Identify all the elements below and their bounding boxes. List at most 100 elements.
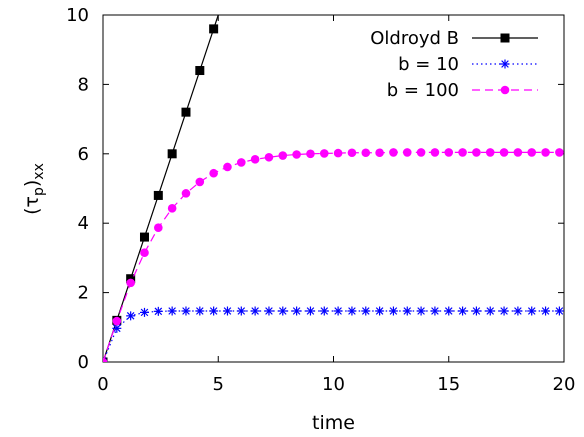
legend-swatch-marker [500,59,510,69]
data-point [195,177,205,187]
asterisk-stroke [514,307,522,315]
y-axis-title-sub-p: p [31,187,47,196]
data-point [292,150,301,159]
data-point [139,307,149,317]
asterisk-stroke [196,307,204,315]
data-point [250,155,260,164]
asterisk-stroke [375,307,384,315]
data-point [527,306,537,316]
data-point [361,148,371,158]
data-point [554,306,564,316]
series-line [103,310,560,362]
data-point [430,306,440,316]
asterisk-stroke [113,324,121,333]
asterisk-stroke [140,308,149,317]
x-tick-label: 0 [97,374,108,395]
data-point [485,306,495,316]
y-tick-label: 2 [78,283,89,304]
data-point [154,223,163,233]
y-axis-title-sub-xx: xx [31,163,47,180]
data-point [444,306,454,316]
asterisk-stroke [334,307,342,315]
asterisk-stroke [527,307,536,315]
data-point [181,306,191,316]
data-point [333,148,343,158]
plot-area [103,15,564,362]
legend-label: b = 10 [398,54,459,75]
y-axis-title-close: ) [21,180,43,187]
asterisk-stroke [306,307,315,315]
data-point [167,149,177,159]
data-point [126,278,135,288]
data-point [222,306,232,316]
data-point [319,149,329,158]
data-point [278,151,288,160]
data-point [195,66,205,76]
data-point [402,148,412,157]
data-point [347,306,357,316]
asterisk-stroke [168,307,176,315]
data-point [305,306,315,316]
y-axis-title-base: (τ [21,196,43,215]
y-tick-label: 8 [78,74,89,95]
data-point [555,148,564,157]
asterisk-stroke [555,307,564,315]
data-point [333,306,343,316]
data-point [292,306,302,316]
data-point [416,306,426,316]
data-point [223,162,232,172]
data-point [167,306,177,316]
data-point [430,148,440,157]
asterisk-stroke [501,60,509,68]
data-point [195,306,205,316]
data-point [389,148,398,157]
data-point [153,306,163,316]
data-point [181,189,191,198]
data-point [209,24,219,34]
asterisk-stroke [348,307,356,315]
data-point [103,357,108,362]
asterisk-stroke [320,307,329,315]
data-point [471,306,481,316]
legend-label: b = 100 [387,80,459,101]
y-tick-label: 4 [78,213,89,234]
x-axis-title: time [312,412,355,434]
y-tick-label: 6 [78,144,89,165]
axes: 0 5 10 15 20 0 2 4 6 8 10 [66,5,575,395]
asterisk-stroke [361,307,370,315]
data-point [527,148,537,157]
data-point [402,306,412,316]
legend-swatch-marker [500,33,510,43]
asterisk-stroke [444,307,453,315]
data-point [209,168,218,178]
asterisk-stroke [251,307,259,315]
asterisk-stroke [417,307,425,315]
legend-swatch-marker [500,85,510,95]
data-point [209,306,219,316]
data-point [167,203,177,213]
data-point [236,306,246,316]
data-point [375,148,384,158]
asterisk-stroke [278,307,287,315]
legend-label: Oldroyd B [370,28,459,49]
data-point [250,306,260,316]
y-axis-title: (τp)xx [21,163,47,215]
data-point [278,306,288,316]
data-point [139,232,149,242]
data-point [264,306,274,316]
data-point [140,248,149,257]
data-point [499,148,509,157]
data-point [319,306,329,316]
y-tick-label: 10 [66,5,89,26]
series-b-10 [103,306,564,362]
series-b-100 [103,148,564,362]
asterisk-stroke [458,307,467,315]
data-point [375,306,385,316]
asterisk-stroke [182,307,190,315]
data-point [112,316,122,326]
series-line [103,151,560,362]
data-point [126,311,136,321]
asterisk-stroke [541,307,550,315]
data-point [458,306,468,316]
